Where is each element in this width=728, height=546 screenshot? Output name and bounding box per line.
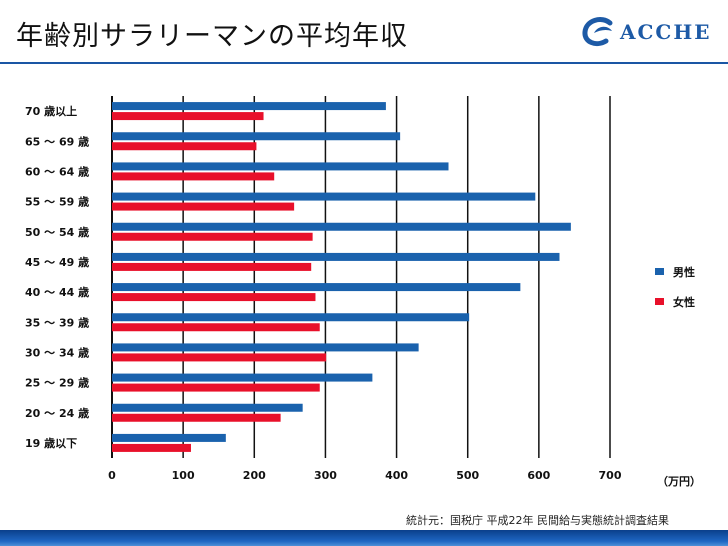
legend-female-swatch (655, 298, 664, 305)
x-tick-label: 700 (599, 469, 622, 482)
female-bar (112, 353, 327, 362)
category-label: 20 ～ 24 歳 (25, 406, 89, 420)
male-bar (112, 283, 521, 292)
x-tick-label: 0 (108, 469, 116, 482)
x-tick-label: 100 (172, 469, 195, 482)
salary-bar-chart: 70 歳以上 65 ～ 69 歳 60 ～ 64 歳 55 ～ 59 歳 50 ～ 54… (25, 96, 701, 488)
category-label: 55 ～ 59 歳 (25, 195, 89, 209)
female-bar (112, 293, 316, 302)
category-label: 40 ～ 44 歳 (25, 285, 89, 299)
female-bar (112, 323, 320, 332)
female-bar (112, 232, 313, 241)
logo-swirl-icon (582, 17, 613, 47)
male-bar (112, 433, 226, 442)
category-label: 70 歳以上 (25, 104, 77, 118)
category-label: 25 ～ 29 歳 (25, 376, 89, 390)
male-bar (112, 373, 373, 382)
unit-label: （万円） (657, 475, 701, 488)
legend-male-swatch (655, 268, 664, 275)
category-label: 19 歳以下 (25, 436, 77, 450)
legend-male-label: 男性 (673, 265, 695, 279)
header-divider (0, 62, 728, 64)
x-tick-label: 500 (456, 469, 479, 482)
category-label: 30 ～ 34 歳 (25, 345, 89, 359)
x-tick-label: 400 (385, 469, 408, 482)
female-bar (112, 202, 295, 211)
x-tick-label: 600 (527, 469, 550, 482)
female-bar (112, 413, 281, 422)
category-label: 65 ～ 69 歳 (25, 134, 89, 148)
brand-logo: ACCHE (582, 17, 712, 47)
category-label: 50 ～ 54 歳 (25, 225, 89, 239)
male-bar (112, 252, 560, 261)
female-bar (112, 112, 264, 121)
footer-bar (0, 530, 728, 546)
legend-female-label: 女性 (673, 295, 695, 309)
female-bar (112, 262, 312, 271)
male-bar (112, 132, 401, 141)
female-bar (112, 383, 320, 392)
male-bar (112, 343, 419, 352)
category-label: 60 ～ 64 歳 (25, 164, 89, 178)
male-bar (112, 192, 536, 201)
male-bar (112, 162, 449, 171)
page-title: 年齢別サラリーマンの平均年収 (16, 21, 408, 52)
category-label: 35 ～ 39 歳 (25, 315, 89, 329)
x-tick-label: 300 (314, 469, 337, 482)
x-tick-label: 200 (243, 469, 266, 482)
category-label: 45 ～ 49 歳 (25, 255, 89, 269)
male-bar (112, 222, 571, 231)
logo-text: ACCHE (620, 20, 712, 44)
male-bar (112, 102, 386, 111)
male-bar (112, 313, 470, 322)
female-bar (112, 172, 275, 181)
female-bar (112, 142, 257, 151)
male-bar (112, 403, 303, 412)
source-note: 統計元：国税庁 平成22年 民間給与実態統計調査結果 (406, 514, 669, 527)
female-bar (112, 443, 191, 452)
